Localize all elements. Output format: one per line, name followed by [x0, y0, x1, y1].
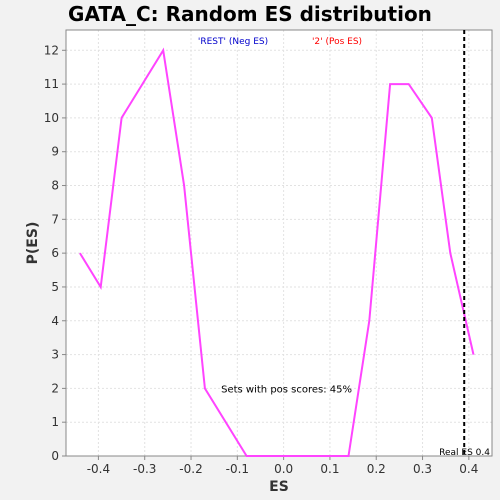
y-tick-label: 0: [51, 449, 59, 463]
y-tick-label: 7: [51, 212, 59, 226]
x-tick-label: -0.2: [179, 462, 202, 476]
x-tick-label: 0.1: [320, 462, 339, 476]
x-tick-label: -0.3: [133, 462, 156, 476]
real-es-label: Real ES 0.4: [439, 448, 490, 458]
y-tick-label: 4: [51, 314, 59, 328]
series-line-group: [79, 47, 475, 457]
y-tick-label: 11: [44, 77, 59, 91]
pos-score-annotation: Sets with pos scores: 45%: [221, 384, 352, 395]
y-tick-label: 8: [51, 179, 59, 193]
x-tick-label: -0.1: [226, 462, 249, 476]
x-axis-title: ES: [269, 479, 289, 495]
x-tick-label: 0.3: [413, 462, 432, 476]
x-tick-label: -0.4: [87, 462, 110, 476]
y-tick-label: 6: [51, 246, 59, 260]
y-axis-title: P(ES): [25, 222, 41, 265]
es-distribution-line: [79, 47, 475, 457]
legend-pos-label: '2' (Pos ES): [312, 37, 362, 47]
y-tick-label: 9: [51, 145, 59, 159]
y-tick-label: 1: [51, 415, 59, 429]
y-tick-label: 12: [44, 43, 59, 57]
x-tick-label: 0.4: [459, 462, 478, 476]
y-tick-label: 10: [44, 111, 59, 125]
y-tick-label: 5: [51, 280, 59, 294]
chart-title: GATA_C: Random ES distribution: [68, 2, 432, 26]
y-tick-label: 3: [51, 348, 59, 362]
legend-neg-label: 'REST' (Neg ES): [198, 37, 268, 47]
x-tick-label: 0.0: [274, 462, 293, 476]
axes: -0.4 -0.3 -0.2 -0.1 0.0 0.1 0.2 0.3 0.4012345678…: [44, 29, 493, 476]
y-tick-label: 2: [51, 381, 59, 395]
x-tick-label: 0.2: [367, 462, 386, 476]
